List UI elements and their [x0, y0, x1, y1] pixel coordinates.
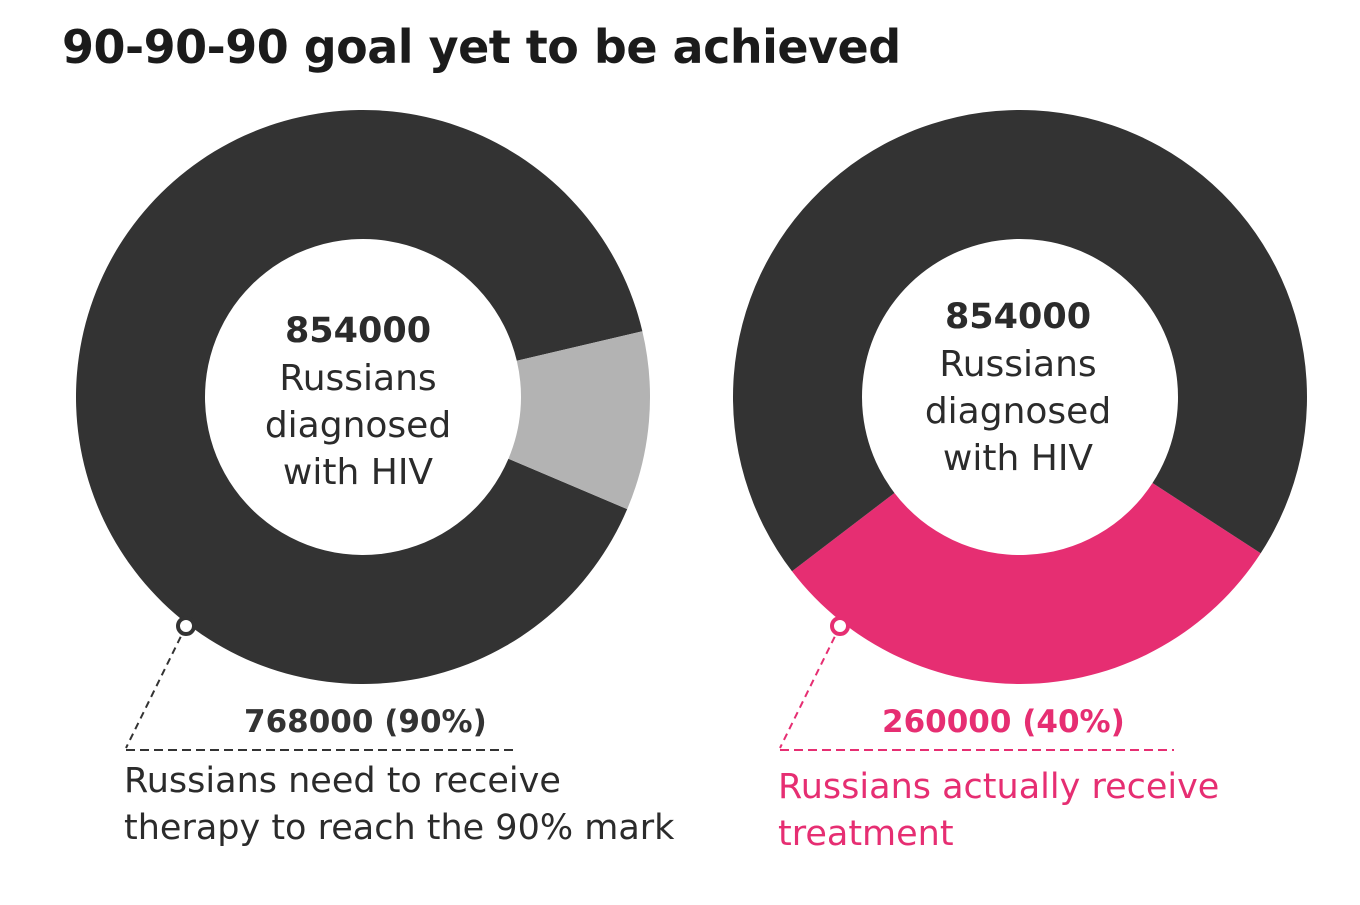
- donut-slice: [508, 331, 650, 510]
- center-text-line-3: with HIV: [942, 438, 1094, 479]
- donut-slice: [791, 483, 1261, 685]
- donut-center-label-1: 854000 Russians diagnosed with HIV: [208, 308, 508, 496]
- center-text-line-1: Russians: [939, 344, 1097, 385]
- donut-chart-diagnosed-target: [76, 109, 650, 684]
- donut-chart-actual-treatment: [733, 110, 1307, 685]
- donut-center-label-2: 854000 Russians diagnosed with HIV: [868, 294, 1168, 482]
- center-text-line-2: diagnosed: [264, 405, 452, 446]
- annotation-description-line: Russians actually receive: [778, 767, 1220, 807]
- leader-dot-2: [830, 616, 850, 636]
- annotation-value-1: 768000 (90%): [244, 704, 487, 740]
- center-text-line-3: with HIV: [282, 452, 434, 493]
- leader-line-1: [125, 625, 187, 749]
- center-text-line-2: diagnosed: [924, 391, 1112, 432]
- center-text-line-1: Russians: [279, 358, 437, 399]
- annotation-description-line: Russians need to receive: [124, 761, 561, 801]
- annotation-description-line: therapy to reach the 90% mark: [124, 808, 675, 848]
- donut-slice: [733, 110, 1307, 572]
- annotation-leaders: [125, 616, 1174, 751]
- annotation-value-2: 260000 (40%): [882, 704, 1125, 740]
- leader-line-2: [779, 625, 841, 749]
- annotation-description-line: treatment: [778, 814, 954, 854]
- center-total-number-2: 854000: [944, 297, 1092, 337]
- annotation-description-1: Russians need to receive therapy to reac…: [124, 758, 674, 852]
- donut-slice: [76, 109, 643, 684]
- center-total-number-1: 854000: [284, 311, 432, 351]
- annotation-description-2: Russians actually receive treatment: [778, 764, 1219, 858]
- chart-title: 90-90-90 goal yet to be achieved: [62, 20, 901, 74]
- leader-dot-1: [176, 616, 196, 636]
